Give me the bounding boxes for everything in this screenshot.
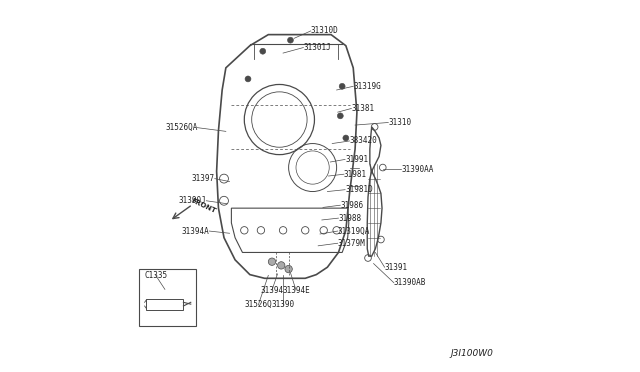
Text: 31526Q: 31526Q <box>244 300 272 310</box>
Text: 31391: 31391 <box>385 263 408 272</box>
Text: C1335: C1335 <box>144 271 167 280</box>
Circle shape <box>268 258 276 265</box>
Text: 31526QA: 31526QA <box>165 123 197 132</box>
Text: 31379M: 31379M <box>338 239 365 248</box>
Text: 383420: 383420 <box>349 137 378 145</box>
Circle shape <box>343 135 349 141</box>
Circle shape <box>260 48 266 54</box>
Text: 31981D: 31981D <box>345 185 373 194</box>
Text: FRONT: FRONT <box>190 197 217 214</box>
Circle shape <box>287 37 293 43</box>
Circle shape <box>245 76 251 82</box>
Text: 31310D: 31310D <box>311 26 339 35</box>
Text: 31394E: 31394E <box>282 286 310 295</box>
Text: 31390: 31390 <box>271 300 294 310</box>
Circle shape <box>337 113 343 119</box>
Text: J3I100W0: J3I100W0 <box>451 349 493 358</box>
Text: 31986: 31986 <box>340 201 364 210</box>
Bar <box>139 269 196 326</box>
Circle shape <box>278 262 285 269</box>
Text: 31381: 31381 <box>351 104 374 113</box>
Circle shape <box>339 83 345 89</box>
Text: 31394A: 31394A <box>182 227 209 235</box>
Text: 31390AB: 31390AB <box>394 278 426 287</box>
Text: 31397: 31397 <box>191 174 215 183</box>
Text: 31319G: 31319G <box>353 82 381 91</box>
Bar <box>147 299 184 310</box>
Text: 31390J: 31390J <box>179 196 206 205</box>
Text: 31319QA: 31319QA <box>338 227 370 235</box>
Text: 31981: 31981 <box>344 170 367 179</box>
Text: 31390AA: 31390AA <box>401 165 434 174</box>
Circle shape <box>285 265 292 273</box>
Text: 31988: 31988 <box>339 214 362 222</box>
Text: 31310: 31310 <box>388 118 412 127</box>
Text: 31394: 31394 <box>260 286 284 295</box>
Text: 31991: 31991 <box>345 155 368 164</box>
Text: 31301J: 31301J <box>303 43 331 52</box>
